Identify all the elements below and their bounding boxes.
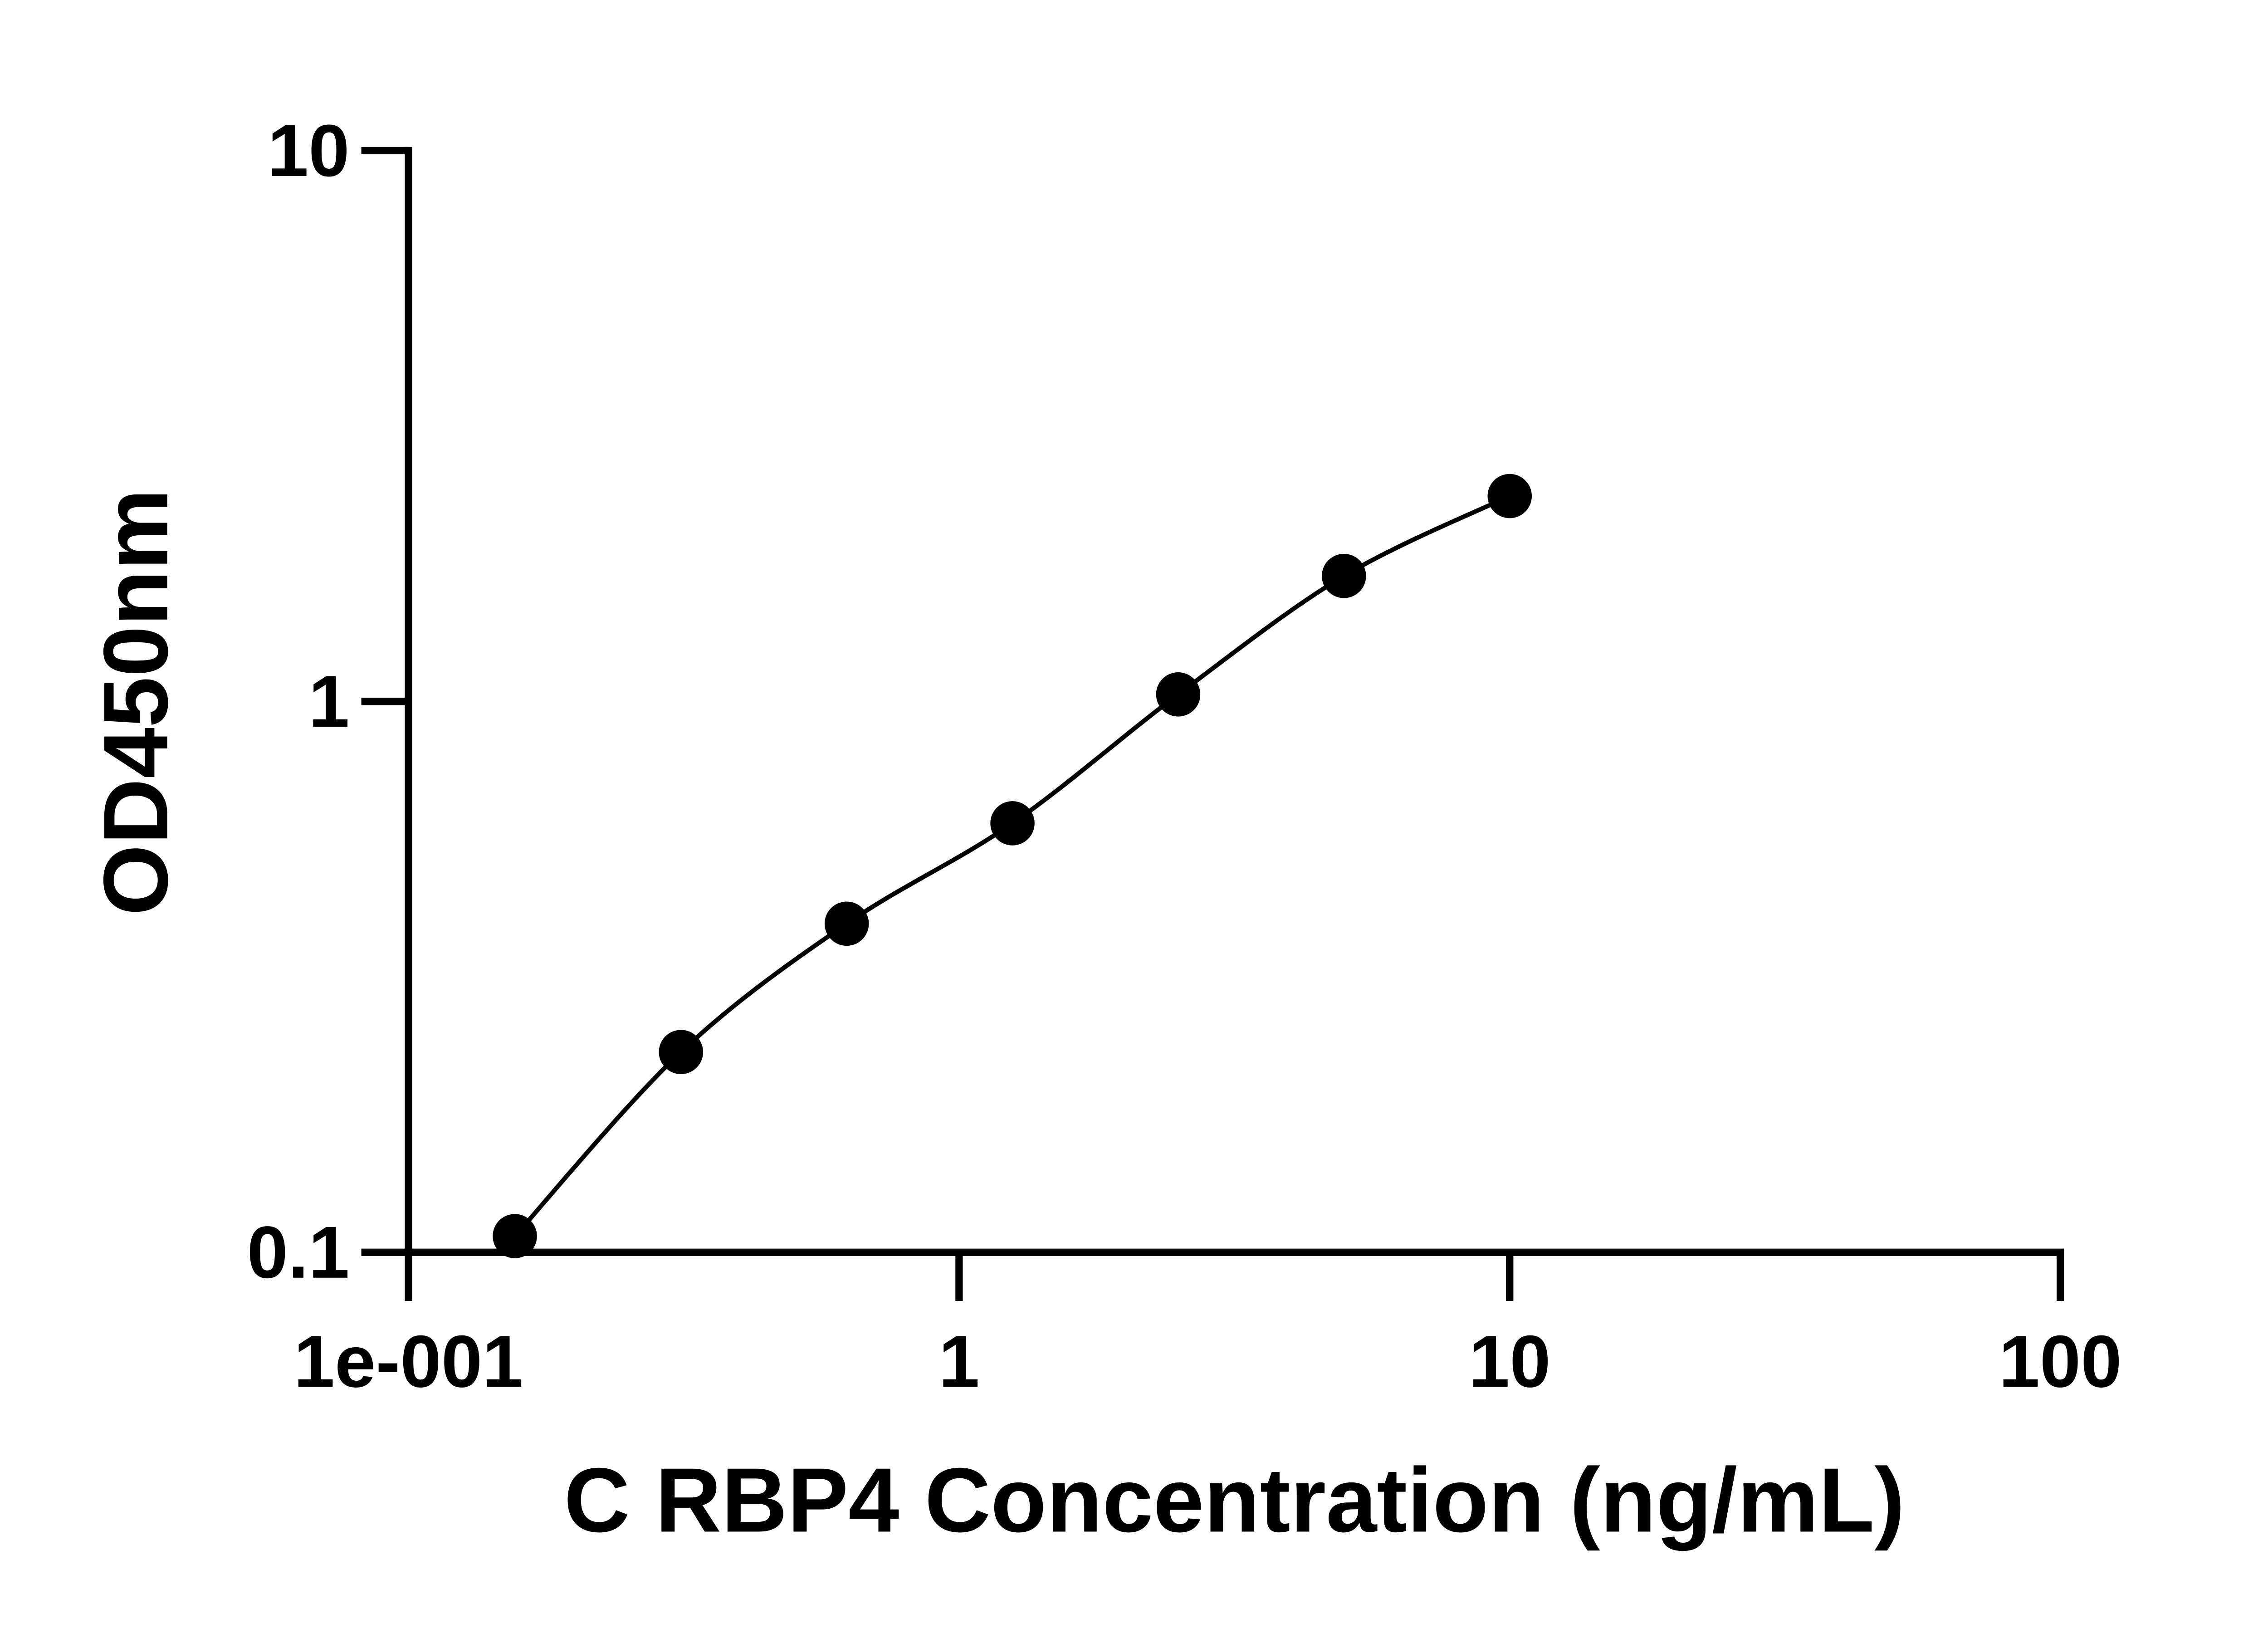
data-point xyxy=(1322,553,1366,598)
data-point xyxy=(1156,672,1201,717)
data-point xyxy=(493,1214,537,1258)
x-tick-label: 100 xyxy=(1999,1320,2121,1403)
y-tick-label: 1 xyxy=(308,660,349,743)
x-axis-title: C RBP4 Concentration (ng/mL) xyxy=(564,1449,1905,1551)
data-point xyxy=(1487,474,1532,518)
y-axis-title: OD450nm xyxy=(85,489,187,916)
y-tick-label: 0.1 xyxy=(247,1212,350,1294)
data-point xyxy=(990,801,1035,846)
x-tick-label: 10 xyxy=(1469,1320,1551,1403)
fit-curve xyxy=(513,494,1511,1238)
data-point xyxy=(659,1030,704,1074)
data-point xyxy=(824,901,869,946)
x-tick-label: 1e-001 xyxy=(294,1320,523,1403)
y-tick-label: 10 xyxy=(268,110,350,192)
x-tick-label: 1 xyxy=(938,1320,979,1403)
